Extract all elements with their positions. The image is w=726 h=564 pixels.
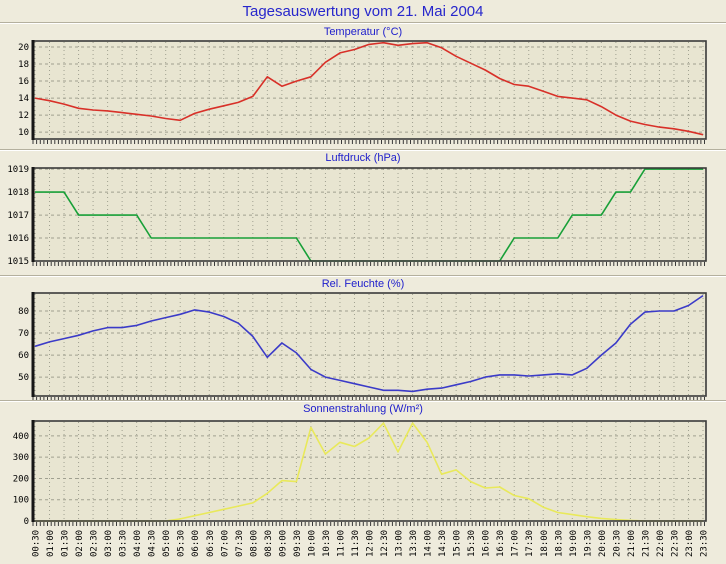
separator-line — [0, 149, 726, 151]
x-tick-label: 19:30 — [583, 530, 593, 557]
x-tick-label: 02:00 — [75, 530, 85, 557]
x-tick-label: 21:30 — [641, 530, 651, 557]
y-tick-label: 80 — [18, 307, 29, 317]
x-tick-label: 22:00 — [656, 530, 666, 557]
separator-line — [0, 22, 726, 24]
chart-title-humidity: Rel. Feuchte (%) — [321, 278, 405, 290]
chart-pressure: 1019 1018 1017 1016 1015 — [7, 165, 707, 267]
x-tick-label: 00:30 — [32, 530, 42, 557]
temperature-series-line — [34, 41, 704, 136]
x-tick-label: 02:30 — [90, 530, 100, 557]
x-tick-label: 12:30 — [380, 530, 390, 557]
y-tick-label: 50 — [18, 373, 29, 383]
x-tick-label: 13:30 — [409, 530, 419, 557]
x-tick-label: 05:30 — [177, 530, 187, 557]
x-tick-label: 15:30 — [467, 530, 477, 557]
y-tick-label: 20 — [18, 43, 29, 53]
y-tick-label: 1019 — [7, 165, 29, 175]
y-tick-label: 1017 — [7, 211, 29, 221]
x-tick-label: 13:00 — [395, 530, 405, 557]
x-tick-label: 04:30 — [148, 530, 158, 557]
x-tick-label: 17:00 — [511, 530, 521, 557]
x-axis-labels: 00:30 01:00 01:30 02:00 02:30 03:00 03:30 04:00… — [32, 530, 710, 557]
x-tick-comb — [32, 522, 705, 526]
y-tick-label: 400 — [13, 432, 29, 442]
x-tick-label: 18:30 — [554, 530, 564, 557]
y-tick-label: 14 — [18, 94, 29, 104]
chart-title-radiation: Sonnenstrahlung (W/m²) — [303, 403, 423, 415]
y-tick-label: 12 — [18, 111, 29, 121]
x-tick-label: 10:30 — [322, 530, 332, 557]
y-tick-label: 1015 — [7, 257, 29, 267]
y-tick-label: 60 — [18, 351, 29, 361]
x-tick-label: 01:30 — [61, 530, 71, 557]
x-tick-label: 06:00 — [191, 530, 201, 557]
y-tick-label: 300 — [13, 453, 29, 463]
x-tick-label: 09:30 — [293, 530, 303, 557]
separator-line — [0, 400, 726, 402]
y-tick-label: 16 — [18, 77, 29, 87]
page-title: Tagesauswertung vom 21. Mai 2004 — [242, 3, 484, 20]
humidity-series-line — [34, 294, 704, 393]
x-tick-comb — [32, 397, 705, 401]
plot-area — [33, 293, 706, 396]
x-tick-label: 16:30 — [496, 530, 506, 557]
x-tick-label: 07:00 — [220, 530, 230, 557]
chart-humidity: 80 70 60 50 — [18, 292, 707, 401]
x-tick-label: 18:00 — [540, 530, 550, 557]
x-tick-label: 04:00 — [133, 530, 143, 557]
chart-temperature: 20 18 16 14 12 10 — [18, 40, 707, 144]
y-tick-label: 200 — [13, 474, 29, 484]
y-tick-label: 18 — [18, 60, 29, 70]
x-tick-label: 08:00 — [249, 530, 259, 557]
separator-line — [0, 275, 726, 277]
x-tick-label: 09:00 — [278, 530, 288, 557]
x-tick-label: 16:00 — [482, 530, 492, 557]
x-tick-label: 14:30 — [438, 530, 448, 557]
x-tick-label: 06:30 — [206, 530, 216, 557]
y-tick-label: 70 — [18, 329, 29, 339]
x-tick-comb — [32, 262, 705, 266]
x-tick-label: 01:00 — [46, 530, 56, 557]
x-tick-label: 05:00 — [162, 530, 172, 557]
y-tick-label: 100 — [13, 496, 29, 506]
x-tick-label: 15:00 — [453, 530, 463, 557]
chart-title-temperature: Temperatur (°C) — [323, 26, 403, 38]
x-tick-label: 07:30 — [235, 530, 245, 557]
x-tick-label: 23:30 — [700, 530, 710, 557]
x-tick-label: 03:30 — [119, 530, 129, 557]
x-tick-label: 20:30 — [612, 530, 622, 557]
x-tick-label: 11:30 — [351, 530, 361, 557]
x-tick-label: 23:00 — [685, 530, 695, 557]
y-tick-label: 1016 — [7, 234, 29, 244]
y-tick-label: 0 — [24, 517, 29, 527]
x-tick-label: 10:00 — [307, 530, 317, 557]
x-tick-label: 21:00 — [627, 530, 637, 557]
y-tick-label: 10 — [18, 128, 29, 138]
chart-radiation: 400 300 200 100 0 — [13, 420, 707, 527]
x-tick-label: 12:00 — [366, 530, 376, 557]
x-tick-label: 03:00 — [104, 530, 114, 557]
x-tick-label: 22:30 — [670, 530, 680, 557]
x-tick-comb — [32, 140, 705, 144]
x-tick-label: 17:30 — [525, 530, 535, 557]
y-tick-label: 1018 — [7, 188, 29, 198]
x-tick-label: 11:00 — [336, 530, 346, 557]
x-tick-label: 19:00 — [569, 530, 579, 557]
x-tick-label: 20:00 — [598, 530, 608, 557]
chart-title-pressure: Luftdruck (hPa) — [325, 152, 401, 164]
x-tick-label: 14:00 — [424, 530, 434, 557]
x-tick-label: 08:30 — [264, 530, 274, 557]
